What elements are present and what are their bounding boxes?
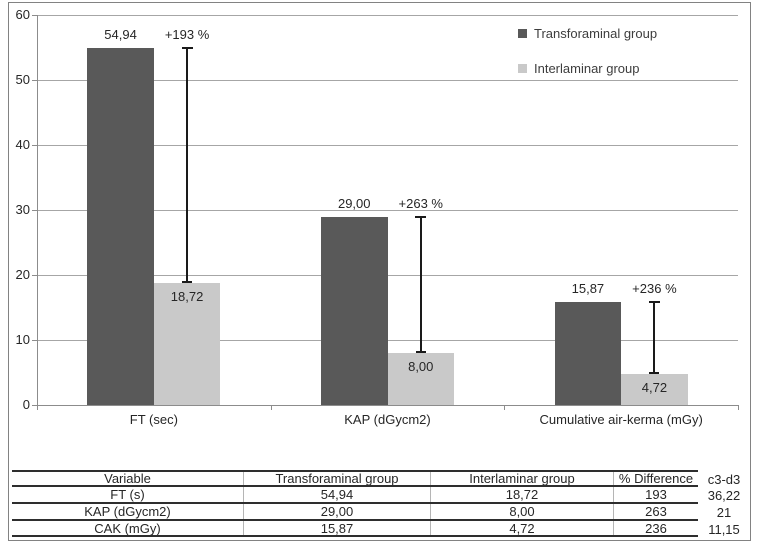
x-category-label: Cumulative air-kerma (mGy)	[539, 412, 703, 427]
table-cell: 8,00	[430, 504, 613, 519]
bar-interlaminar	[621, 374, 688, 405]
gridline-30	[37, 209, 738, 211]
y-tick-label: 0	[22, 397, 30, 412]
table-cell: 18,72	[430, 487, 613, 502]
table-header-row: Variable Transforaminal group Interlaminar…	[12, 472, 698, 487]
extra-column-value: 21	[716, 505, 732, 520]
table-cell: CAK (mGy)	[94, 521, 161, 535]
extra-column-value: 36,22	[707, 488, 741, 503]
gridline-20	[37, 274, 738, 276]
bar-value-label-interlaminar: 8,00	[408, 359, 434, 374]
difference-error-bar-cap-bottom	[415, 351, 426, 353]
x-category-label: KAP (dGycm2)	[344, 412, 431, 427]
bar-value-label-transforaminal: 29,00	[337, 195, 371, 211]
legend-label-transforaminal: Transforaminal group	[534, 26, 658, 41]
table-cell: FT (s)	[110, 487, 145, 502]
difference-error-bar-cap-bottom	[649, 372, 660, 375]
bar-transforaminal	[87, 47, 154, 405]
y-tick-label: 50	[15, 72, 30, 87]
y-axis-tick	[32, 339, 37, 341]
gridline-10	[37, 339, 738, 341]
difference-error-bar	[186, 47, 189, 284]
difference-percent-label: +236 %	[632, 280, 677, 296]
table-cell: 193	[613, 487, 698, 502]
table-row: CAK (mGy) 15,87 4,72 236	[12, 521, 698, 537]
difference-error-bar-cap-top	[181, 46, 193, 49]
table-header-cell: Variable	[104, 472, 151, 485]
legend-item-transforaminal: Transforaminal group	[518, 26, 657, 41]
x-axis-line	[37, 405, 738, 406]
difference-percent-label: +263 %	[398, 195, 443, 211]
bar-value-label-transforaminal: 15,87	[571, 280, 605, 296]
y-tick-label: 60	[15, 7, 30, 22]
difference-percent-label: +193 %	[164, 26, 210, 42]
y-axis-tick	[32, 274, 37, 276]
difference-error-bar-cap-bottom	[182, 281, 193, 284]
y-axis-line	[37, 15, 38, 409]
x-axis-tick	[270, 405, 272, 410]
table-cell: KAP (dGycm2)	[84, 504, 171, 519]
chart-legend: Transforaminal group Interlaminar group	[518, 26, 657, 96]
bar-transforaminal	[321, 216, 388, 405]
difference-error-bar	[419, 216, 422, 353]
bar-interlaminar	[153, 283, 221, 405]
y-tick-label: 20	[15, 267, 30, 282]
difference-error-bar	[653, 301, 656, 375]
extra-column-value: 11,15	[708, 522, 740, 537]
table-header-cell: % Difference	[613, 472, 698, 485]
y-tick-label: 40	[15, 137, 30, 152]
x-axis-tick	[504, 405, 506, 410]
y-tick-label: 10	[15, 332, 30, 347]
table-header-cell: Transforaminal group	[243, 472, 430, 485]
y-axis-tick	[32, 14, 37, 16]
extra-column: c3-d3 36,22 21 11,15	[700, 470, 748, 538]
bar-transforaminal	[554, 301, 622, 405]
gridline-60	[37, 14, 738, 16]
table-cell: 54,94	[243, 487, 430, 502]
table-header-cell: Interlaminar group	[430, 472, 613, 485]
gridline-50	[37, 79, 738, 81]
bar-interlaminar	[387, 353, 454, 405]
bar-value-label-transforaminal: 54,94	[104, 26, 137, 42]
table-cell: 15,87	[243, 521, 430, 535]
legend-swatch-dark-icon	[518, 29, 527, 38]
table-row: FT (s) 54,94 18,72 193	[12, 487, 698, 504]
difference-error-bar-cap-top	[648, 300, 660, 303]
table-row: KAP (dGycm2) 29,00 8,00 263	[12, 504, 698, 521]
legend-item-interlaminar: Interlaminar group	[518, 61, 657, 76]
x-axis-tick	[738, 405, 739, 410]
legend-label-interlaminar: Interlaminar group	[534, 61, 640, 76]
gridline-40	[37, 144, 738, 146]
extra-column-header: c3-d3	[707, 472, 741, 487]
x-category-label: FT (sec)	[129, 412, 178, 427]
bar-value-label-interlaminar: 18,72	[170, 289, 204, 305]
y-axis-tick	[32, 144, 37, 146]
y-axis-tick	[32, 209, 37, 211]
summary-table: Variable Transforaminal group Interlaminar…	[12, 470, 698, 537]
table-cell: 29,00	[243, 504, 430, 519]
y-tick-label: 30	[15, 202, 30, 217]
x-axis-tick	[37, 405, 38, 410]
y-axis-tick	[32, 79, 37, 81]
bar-value-label-interlaminar: 4,72	[641, 380, 668, 396]
difference-error-bar-cap-top	[415, 215, 427, 218]
table-cell: 4,72	[430, 521, 613, 535]
table-cell: 263	[613, 504, 698, 519]
y-axis-tick	[32, 404, 37, 406]
legend-swatch-light-icon	[518, 64, 527, 73]
table-cell: 236	[613, 521, 698, 535]
